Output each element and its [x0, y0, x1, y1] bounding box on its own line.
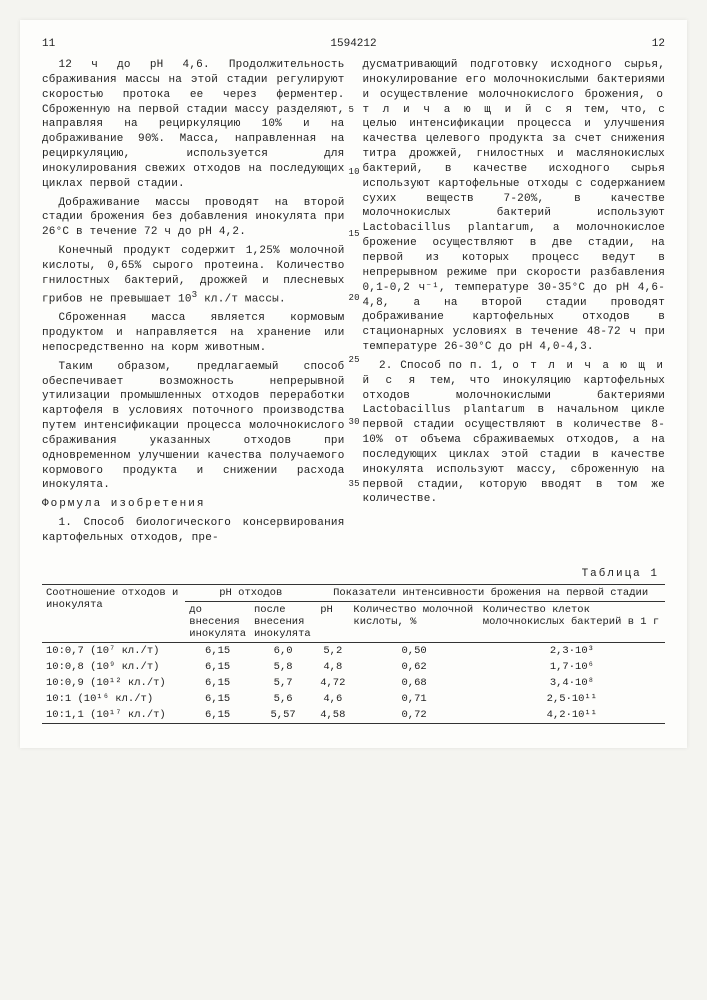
line-number: 25	[349, 354, 360, 366]
page-num-right: 12	[652, 38, 665, 50]
cell: 6,15	[185, 691, 250, 707]
cell: 2,3·10³	[479, 642, 665, 659]
line-number: 35	[349, 478, 360, 490]
cell: 3,4·10⁸	[479, 675, 665, 691]
cell: 0,62	[349, 659, 478, 675]
cell: 4,58	[316, 707, 349, 724]
line-number: 20	[349, 292, 360, 304]
left-column: 12 ч до рН 4,6. Продолжительность сбражи…	[42, 58, 345, 550]
line-number: 15	[349, 228, 360, 240]
para-text: дусматривающий подготовку исходного сырь…	[363, 59, 666, 101]
table-row: 10:0,8 (10⁹ кл./т) 6,15 5,8 4,8 0,62 1,7…	[42, 659, 665, 675]
formula-heading: Формула изобретения	[42, 497, 345, 512]
cell: 10:0,9 (10¹² кл./т)	[42, 675, 185, 691]
col-subheader: до внесения инокулята	[185, 601, 250, 642]
table-row: 10:1 (10¹⁶ кл./т) 6,15 5,6 4,6 0,71 2,5·…	[42, 691, 665, 707]
cell: 10:1,1 (10¹⁷ кл./т)	[42, 707, 185, 724]
data-table: Соотношение отходов и инокулята рН отход…	[42, 584, 665, 724]
cell: 5,6	[250, 691, 316, 707]
cell: 6,15	[185, 642, 250, 659]
para: Сброженная масса является кормовым проду…	[42, 311, 345, 356]
col-subheader: рН	[316, 601, 349, 642]
col-subheader: Количество клеток молочнокислых бактерий…	[479, 601, 665, 642]
cell: 10:0,8 (10⁹ кл./т)	[42, 659, 185, 675]
page-header: 11 1594212 12	[42, 38, 665, 50]
table-row: 10:0,9 (10¹² кл./т) 6,15 5,7 4,72 0,68 3…	[42, 675, 665, 691]
cell: 5,8	[250, 659, 316, 675]
document-number: 1594212	[55, 38, 652, 50]
cell: 5,2	[316, 642, 349, 659]
para-text: тем, что инокуляцию картофельных отходов…	[363, 375, 666, 506]
para-text: 2. Способ по п. 1,	[379, 360, 512, 372]
page: 11 1594212 12 12 ч до рН 4,6. Продолжите…	[20, 20, 687, 748]
cell: 6,15	[185, 707, 250, 724]
line-number: 5	[349, 104, 355, 116]
cell: 0,50	[349, 642, 478, 659]
cell: 0,71	[349, 691, 478, 707]
cell: 6,15	[185, 659, 250, 675]
para: Таким образом, предлагаемый способ обесп…	[42, 360, 345, 494]
cell: 4,2·10¹¹	[479, 707, 665, 724]
text-columns: 12 ч до рН 4,6. Продолжительность сбражи…	[42, 58, 665, 550]
cell: 0,68	[349, 675, 478, 691]
table-caption: Таблица 1	[42, 568, 659, 580]
para: Дображивание массы проводят на второй ст…	[42, 196, 345, 241]
cell: 10:0,7 (10⁷ кл./т)	[42, 642, 185, 659]
para: Конечный продукт содержит 1,25% молочной…	[42, 244, 345, 307]
para: 12 ч до рН 4,6. Продолжительность сбражи…	[42, 58, 345, 192]
cell: 10:1 (10¹⁶ кл./т)	[42, 691, 185, 707]
cell: 2,5·10¹¹	[479, 691, 665, 707]
para: дусматривающий подготовку исходного сырь…	[363, 58, 666, 355]
para: 1. Способ биологического консервирования…	[42, 516, 345, 546]
table-row: 10:0,7 (10⁷ кл./т) 6,15 6,0 5,2 0,50 2,3…	[42, 642, 665, 659]
col-subheader: Количество молочной кислоты, %	[349, 601, 478, 642]
cell: 6,15	[185, 675, 250, 691]
para: 2. Способ по п. 1, о т л и ч а ю щ и й с…	[363, 359, 666, 507]
cell: 5,7	[250, 675, 316, 691]
col-subheader: после внесения инокулята	[250, 601, 316, 642]
col-header: Показатели интенсивности брожения на пер…	[316, 584, 665, 601]
line-number: 30	[349, 416, 360, 428]
cell: 4,72	[316, 675, 349, 691]
table-row: 10:1,1 (10¹⁷ кл./т) 6,15 5,57 4,58 0,72 …	[42, 707, 665, 724]
col-header: Соотношение отходов и инокулята	[42, 584, 185, 642]
cell: 6,0	[250, 642, 316, 659]
cell: 5,57	[250, 707, 316, 724]
para-text: кл./т массы.	[197, 293, 285, 305]
cell: 1,7·10⁶	[479, 659, 665, 675]
cell: 4,8	[316, 659, 349, 675]
col-header: рН отходов	[185, 584, 316, 601]
cell: 4,6	[316, 691, 349, 707]
cell: 0,72	[349, 707, 478, 724]
line-number: 10	[349, 166, 360, 178]
page-num-left: 11	[42, 38, 55, 50]
para-text: тем, что, с целью интенсификации процесс…	[363, 104, 666, 354]
right-column: 5 10 15 20 25 30 35 дусматривающий подго…	[363, 58, 666, 550]
